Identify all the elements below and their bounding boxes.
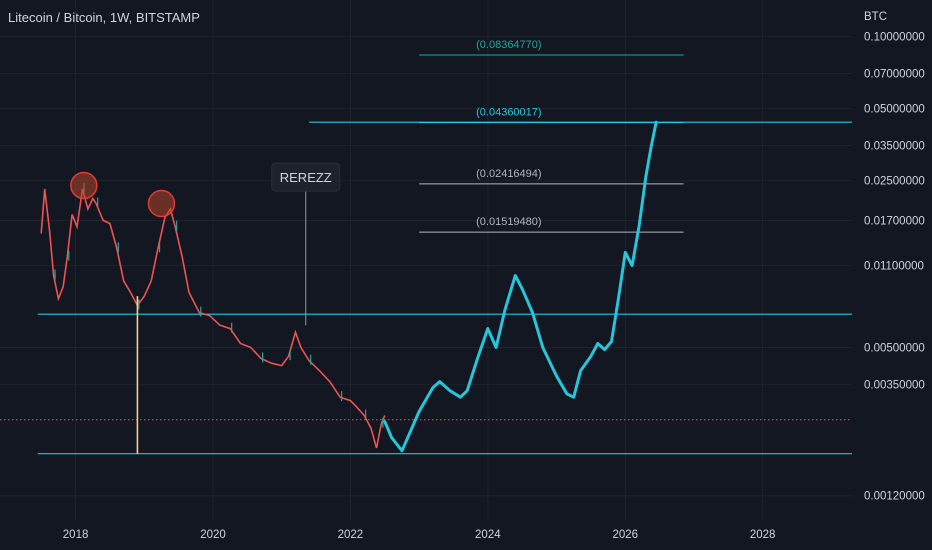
horizontal-lines: 0.006894370.001799080.043785140.00249514… xyxy=(0,113,931,463)
annotation-box[interactable] xyxy=(271,162,341,192)
y-tick-label: 0.07000000 xyxy=(864,68,925,80)
price-history xyxy=(40,183,386,449)
x-tick-label: 2026 xyxy=(612,529,638,541)
y-tick-label: 0.05000000 xyxy=(864,103,925,115)
annotation-text: REREZZ xyxy=(280,170,332,185)
y-axis: BTC 0.10000000 0.07000000 0.05000000 0.03500… xyxy=(852,0,932,550)
y-tick-label: 0.02500000 xyxy=(864,175,925,187)
price-history-line xyxy=(40,188,386,449)
grid xyxy=(0,0,852,520)
x-tick-label: 2022 xyxy=(338,529,364,541)
y-tick-label: 0.03500000 xyxy=(864,140,925,152)
projection-line xyxy=(383,120,658,453)
y-tick-label: 0.00500000 xyxy=(864,343,925,355)
chart-title: Litecoin / Bitcoin, 1W, BITSTAMP xyxy=(8,10,200,25)
y-tick-label: 0.00120000 xyxy=(864,491,925,503)
x-tick-label: 2020 xyxy=(200,529,226,541)
y-axis-background xyxy=(852,0,932,550)
fib-level-label: (0.02416494) xyxy=(476,168,541,180)
y-tick-label: 0.00350000 xyxy=(864,380,925,392)
x-tick-label: 2028 xyxy=(750,529,776,541)
y-tick-label: 0.10000000 xyxy=(864,31,925,43)
top-circle-marker[interactable] xyxy=(147,189,176,218)
y-tick-label: 0.01700000 xyxy=(864,215,925,227)
x-tick-label: 2018 xyxy=(63,529,89,541)
fib-levels: (0.08364770) (0.04360017) (0.02416494) (0.0… xyxy=(419,39,684,233)
top-circle-marker[interactable] xyxy=(70,171,98,200)
x-axis: 2018 2020 2022 2024 2026 2028 xyxy=(63,529,776,541)
x-tick-label: 2024 xyxy=(475,529,501,541)
y-tick-label: 0.01100000 xyxy=(864,261,924,273)
y-axis-label: BTC xyxy=(864,11,887,23)
projection xyxy=(383,120,658,453)
fib-level-label: (0.04360017) xyxy=(476,107,541,119)
annotations: REREZZ xyxy=(70,162,341,454)
fib-level-label: (0.01519480) xyxy=(476,216,541,228)
fib-level-label: (0.08364770) xyxy=(476,39,541,51)
